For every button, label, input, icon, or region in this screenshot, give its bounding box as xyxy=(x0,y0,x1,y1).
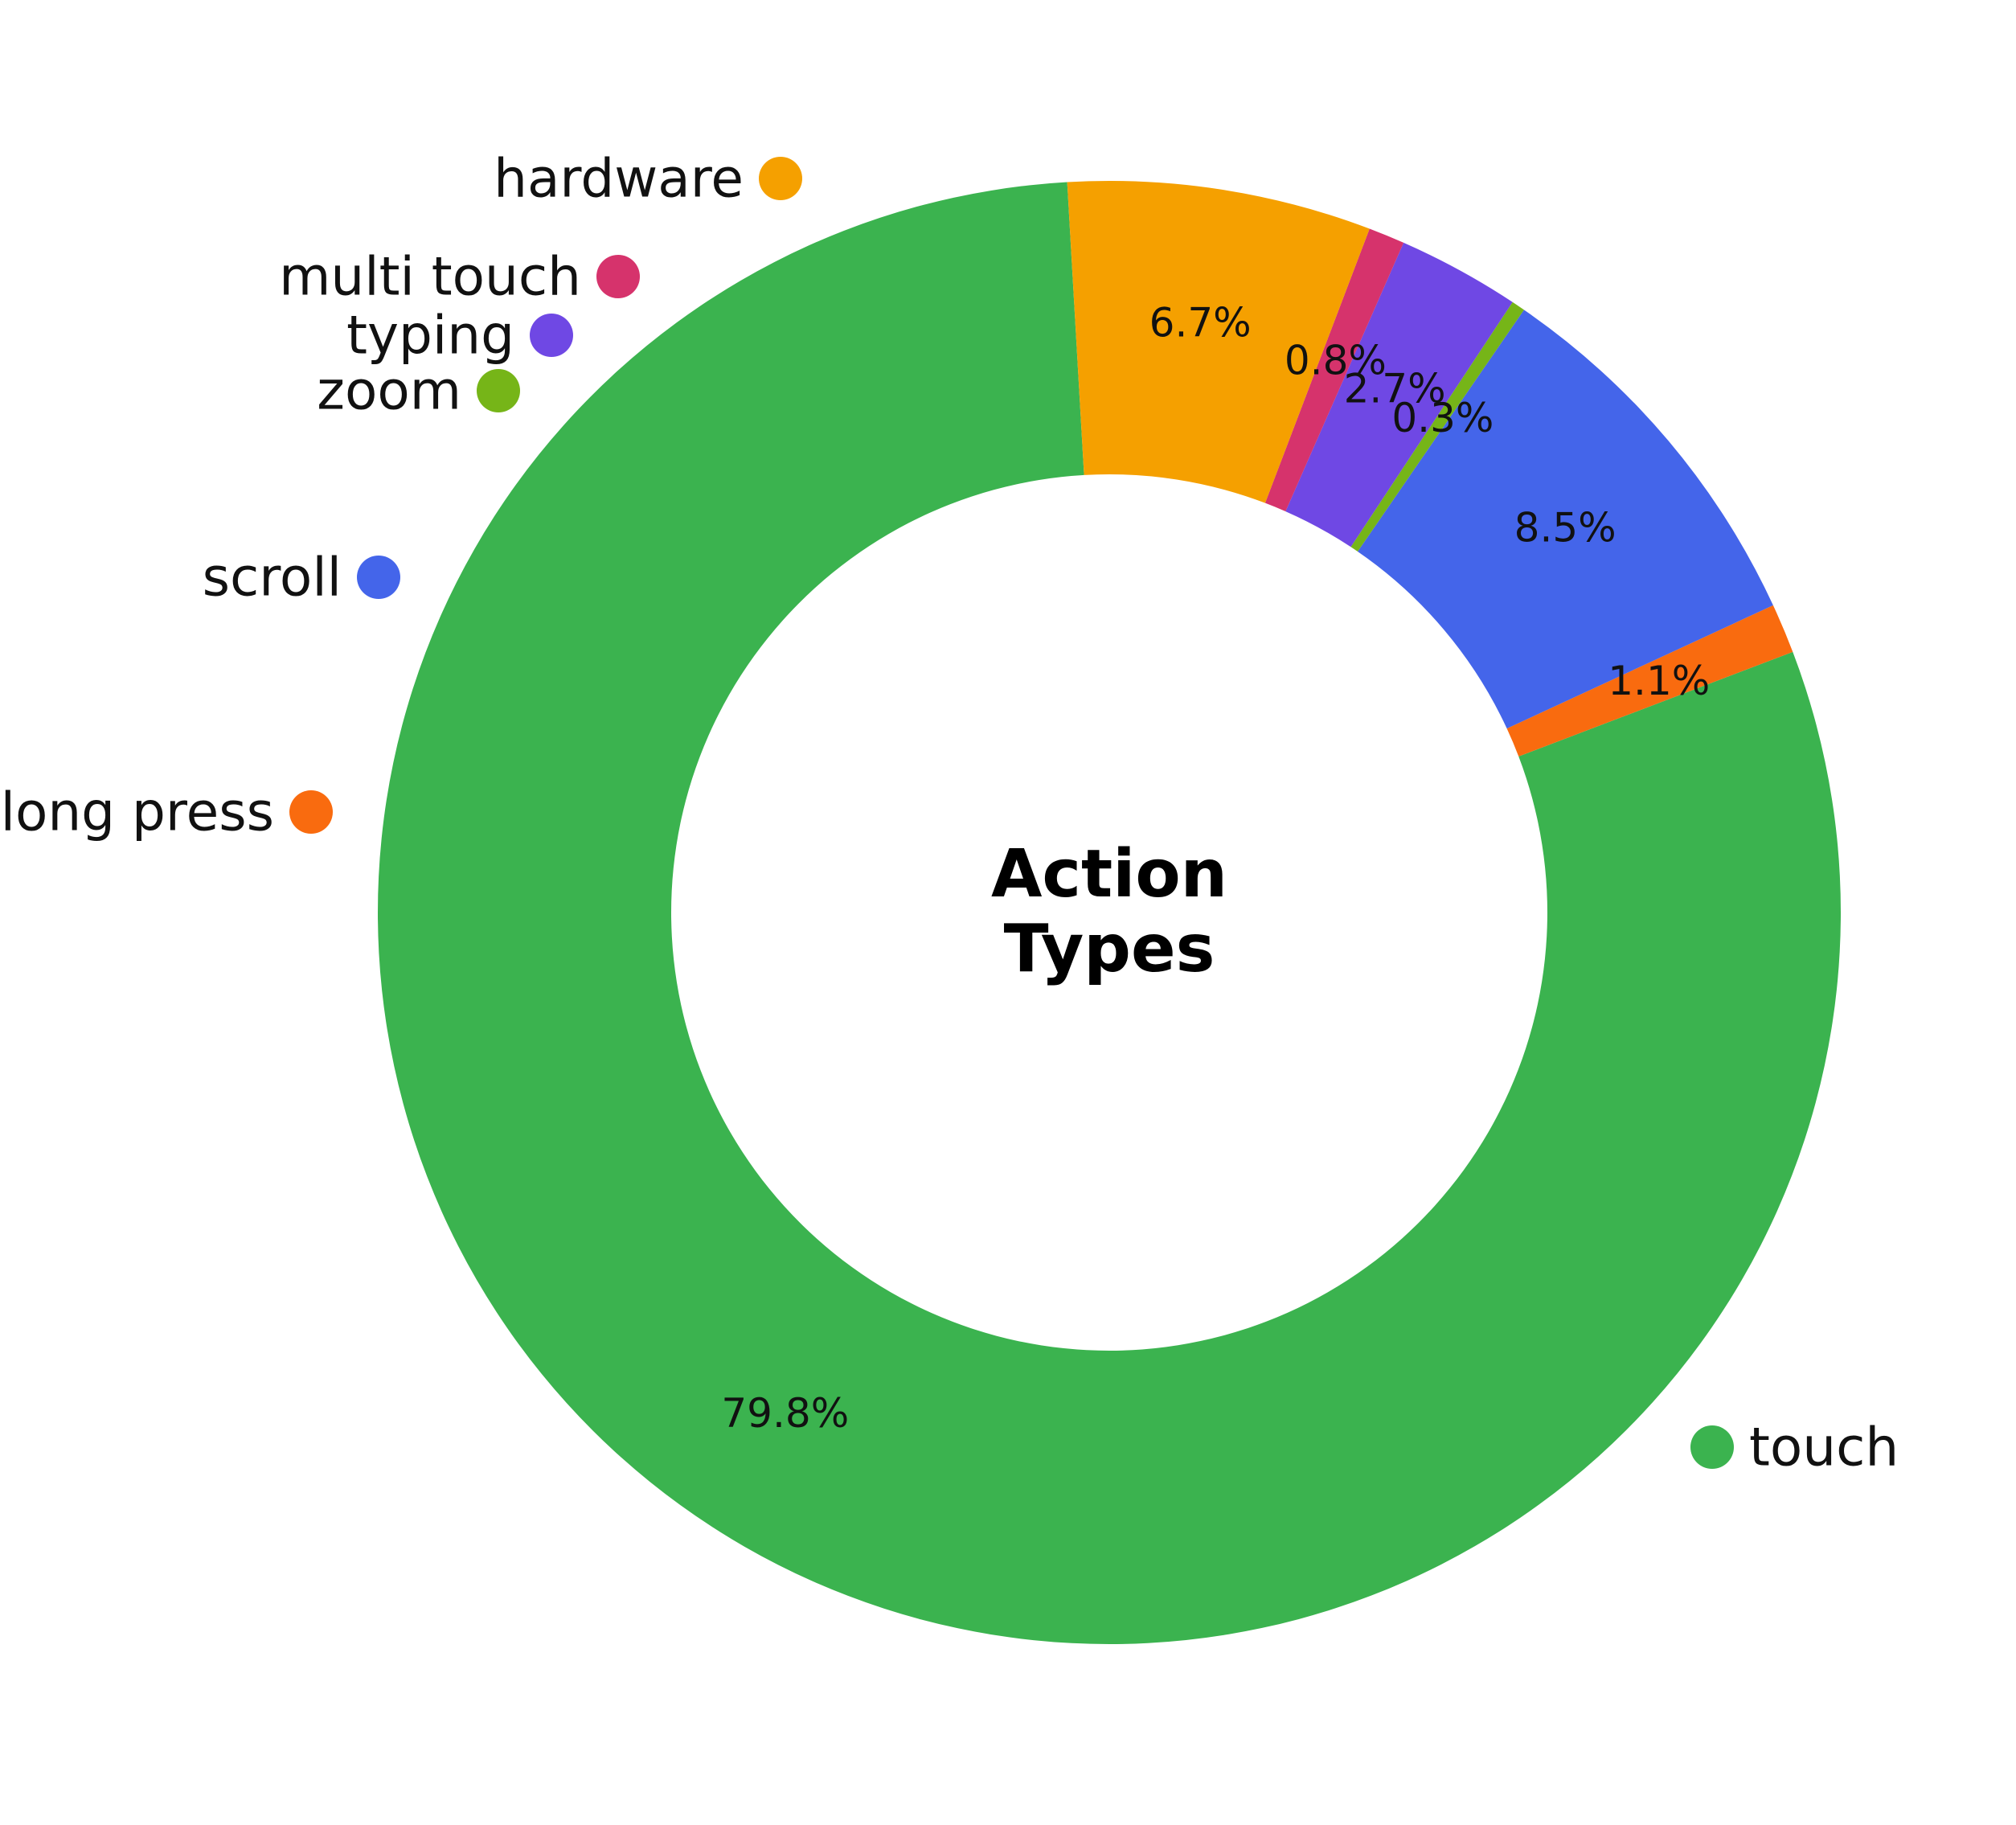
category-label-hardware: hardware xyxy=(494,148,802,210)
percent-label-long-press: 1.1% xyxy=(1608,658,1710,704)
legend-text-multi-touch: multi touch xyxy=(279,246,581,308)
category-label-scroll: scroll xyxy=(203,547,400,609)
percent-label-multi-touch: 0.8% xyxy=(1285,337,1387,383)
slice-typing xyxy=(1285,242,1513,548)
legend-text-long-press: long press xyxy=(1,781,274,843)
legend-dot-long-press xyxy=(289,790,333,834)
legend-dot-zoom xyxy=(477,369,520,412)
legend-text-zoom: zoom xyxy=(317,360,461,422)
legend-text-touch: touch xyxy=(1749,1417,1899,1478)
legend-text-hardware: hardware xyxy=(494,148,744,210)
legend-dot-typing xyxy=(530,314,573,357)
legend-dot-scroll xyxy=(357,556,400,599)
slice-long-press xyxy=(1506,605,1793,757)
category-label-long-press: long press xyxy=(1,781,333,843)
legend-text-scroll: scroll xyxy=(203,547,342,609)
percent-label-zoom: 0.3% xyxy=(1391,395,1494,441)
percent-label-scroll: 8.5% xyxy=(1514,505,1616,552)
slices-layer xyxy=(378,181,1842,1645)
slice-hardware xyxy=(1067,181,1370,503)
percent-label-typing: 2.7% xyxy=(1344,365,1446,412)
slice-zoom xyxy=(1350,301,1524,552)
slice-multi-touch xyxy=(1264,228,1404,512)
legend-dot-hardware xyxy=(759,157,802,200)
legend-dot-multi-touch xyxy=(596,255,640,298)
center-title-line-2: Types xyxy=(1004,911,1215,987)
legend-text-typing: typing xyxy=(346,305,514,367)
category-label-touch: touch xyxy=(1690,1417,1899,1478)
slice-touch xyxy=(378,182,1842,1645)
percent-labels-layer: 79.8% 1.1% 8.5% 0.3%2.7%0.8% 6.7% xyxy=(721,300,1710,1437)
category-label-zoom: zoom xyxy=(317,360,520,422)
slice-scroll xyxy=(1357,310,1773,729)
legend-dot-touch xyxy=(1690,1425,1734,1469)
center-title-line-1: Action xyxy=(991,836,1227,912)
percent-label-touch: 79.8% xyxy=(721,1390,849,1437)
category-label-multi-touch: multi touch xyxy=(279,246,640,308)
percent-label-hardware: 6.7% xyxy=(1149,300,1252,347)
category-label-typing: typing xyxy=(346,305,573,367)
